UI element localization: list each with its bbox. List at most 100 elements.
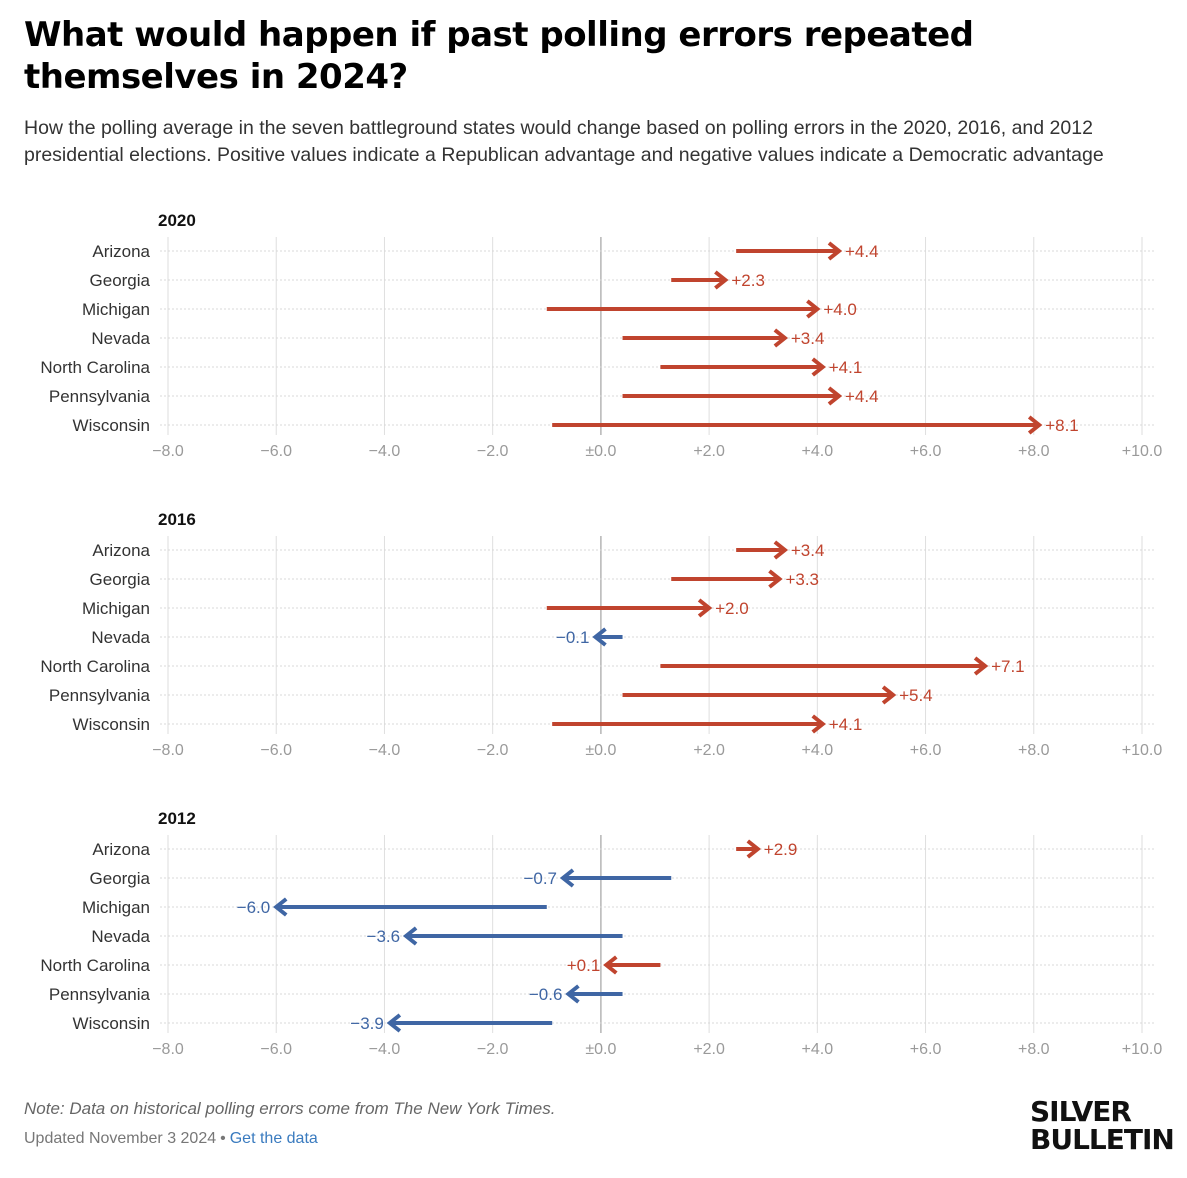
arrow-head [746, 839, 762, 859]
arrow-head [603, 955, 618, 975]
value-label: +4.1 [829, 715, 863, 734]
panel-2020: 2020 −8.0 −6.0 −4.0 −2.0 ±0.0 +2.0 +4.0 +6.0 +8.0… [40, 211, 1162, 460]
logo-line-2: BULLETIN [1030, 1123, 1175, 1156]
arrow-head [1027, 415, 1043, 435]
value-label: −0.7 [523, 869, 557, 888]
arrow-head [773, 328, 789, 348]
arrow-head [827, 241, 843, 261]
value-label: +4.4 [845, 387, 879, 406]
x-tick-label: −2.0 [477, 443, 509, 460]
x-tick-label: +2.0 [693, 443, 725, 460]
state-label: Georgia [90, 570, 151, 589]
x-tick-label: −4.0 [369, 443, 401, 460]
arrow-head [402, 926, 418, 946]
updated-text: Updated November 3 2024 [24, 1130, 217, 1147]
separator: • [220, 1130, 226, 1147]
state-label: Arizona [92, 541, 150, 560]
x-tick-label: −2.0 [477, 742, 509, 759]
arrow-head [714, 270, 729, 290]
arrow-head [811, 714, 826, 734]
state-label: Wisconsin [73, 416, 150, 435]
arrow-head [697, 598, 713, 618]
value-label: −6.0 [237, 898, 271, 917]
state-label: Nevada [91, 329, 150, 348]
state-label: Georgia [90, 271, 151, 290]
value-label: +2.3 [731, 271, 765, 290]
panel-title: 2020 [158, 211, 196, 230]
x-tick-label: +2.0 [693, 1041, 725, 1058]
arrow-head [806, 299, 821, 319]
arrow-head [565, 984, 580, 1004]
state-label: Michigan [82, 599, 150, 618]
x-tick-label: −6.0 [260, 443, 292, 460]
x-tick-label: +8.0 [1018, 1041, 1050, 1058]
value-label: +2.0 [715, 599, 749, 618]
value-label: +0.1 [567, 956, 601, 975]
value-label: +3.4 [791, 329, 825, 348]
footer-updated: Updated November 3 2024 • Get the data [24, 1130, 318, 1148]
state-label: Wisconsin [73, 1014, 150, 1033]
value-label: +8.1 [1045, 416, 1079, 435]
x-tick-label: +6.0 [910, 443, 942, 460]
arrow-head [973, 656, 989, 676]
panel-2012: 2012 −8.0 −6.0 −4.0 −2.0 ±0.0 +2.0 +4.0 +6.0 +8.0… [40, 809, 1162, 1058]
state-label: North Carolina [40, 358, 150, 377]
state-label: Nevada [91, 927, 150, 946]
arrow-head [273, 897, 288, 917]
footer-note: Note: Data on historical polling errors … [24, 1099, 556, 1118]
arrow-head [827, 386, 843, 406]
x-tick-label: +8.0 [1018, 742, 1050, 759]
x-tick-label: +6.0 [910, 742, 942, 759]
arrow-head [768, 569, 783, 589]
state-label: Michigan [82, 300, 150, 319]
value-label: +4.0 [823, 300, 857, 319]
x-tick-label: −8.0 [152, 443, 184, 460]
state-label: Pennsylvania [49, 686, 151, 705]
logo-line-1: SILVER [1030, 1095, 1132, 1128]
state-label: Michigan [82, 898, 150, 917]
state-label: Arizona [92, 840, 150, 859]
silver-bulletin-logo: SILVER BULLETIN [1030, 1095, 1175, 1156]
x-tick-label: ±0.0 [585, 1041, 616, 1058]
x-tick-label: +10.0 [1122, 742, 1163, 759]
x-tick-label: −4.0 [369, 1041, 401, 1058]
value-label: +3.3 [785, 570, 819, 589]
value-label: +7.1 [991, 657, 1025, 676]
arrow-head [592, 627, 607, 647]
x-tick-label: +6.0 [910, 1041, 942, 1058]
x-tick-label: +2.0 [693, 742, 725, 759]
chart-title: What would happen if past polling errors… [24, 15, 974, 97]
arrow-head [881, 685, 897, 705]
x-tick-label: +10.0 [1122, 1041, 1163, 1058]
state-label: Pennsylvania [49, 985, 151, 1004]
value-label: +4.4 [845, 242, 879, 261]
x-tick-label: −6.0 [260, 1041, 292, 1058]
value-label: −0.6 [529, 985, 563, 1004]
x-tick-label: −4.0 [369, 742, 401, 759]
value-label: +4.1 [829, 358, 863, 377]
state-label: Pennsylvania [49, 387, 151, 406]
x-tick-label: +8.0 [1018, 443, 1050, 460]
x-tick-label: +4.0 [802, 742, 834, 759]
arrow-head [773, 540, 789, 560]
x-tick-label: −8.0 [152, 742, 184, 759]
x-tick-label: +4.0 [802, 1041, 834, 1058]
state-label: North Carolina [40, 956, 150, 975]
get-data-link[interactable]: Get the data [229, 1130, 318, 1147]
value-label: +2.9 [764, 840, 798, 859]
value-label: −3.6 [367, 927, 401, 946]
value-label: −3.9 [350, 1014, 384, 1033]
state-label: North Carolina [40, 657, 150, 676]
x-tick-label: −8.0 [152, 1041, 184, 1058]
state-label: Arizona [92, 242, 150, 261]
x-tick-label: ±0.0 [585, 443, 616, 460]
x-tick-label: −6.0 [260, 742, 292, 759]
state-label: Wisconsin [73, 715, 150, 734]
x-tick-label: ±0.0 [585, 742, 616, 759]
arrow-head [559, 868, 575, 888]
arrow-head [386, 1013, 402, 1033]
chart-subtitle: How the polling average in the seven bat… [24, 117, 1104, 166]
x-tick-label: +10.0 [1122, 443, 1163, 460]
x-tick-label: +4.0 [802, 443, 834, 460]
